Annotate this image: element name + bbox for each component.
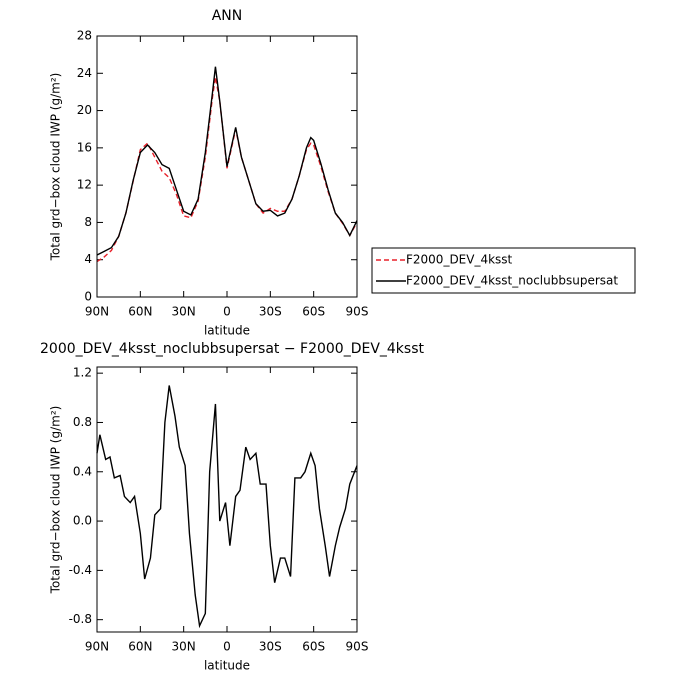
legend-box [371, 247, 636, 294]
x-tick-label: 90S [346, 640, 369, 654]
y-tick-label: -0.8 [69, 612, 92, 626]
legend-label: F2000_DEV_4ksst_noclubbsupersat [406, 274, 618, 288]
x-tick-label: 0 [223, 305, 231, 319]
x-tick-label: 90S [346, 305, 369, 319]
y-axis-label: Total grd−box cloud IWP (g/m²) [49, 73, 63, 262]
x-axis-label: latitude [204, 324, 250, 338]
plot-frame [96, 366, 358, 633]
x-tick-label: 90N [85, 640, 109, 654]
legend-label: F2000_DEV_4ksst [406, 253, 513, 267]
data-line [96, 385, 358, 629]
chart-title: 2000_DEV_4ksst_noclubbsupersat − F2000_D… [40, 341, 424, 357]
y-tick-label: 0.8 [73, 415, 92, 429]
y-tick-label: 20 [77, 103, 92, 117]
x-tick-label: 90N [85, 305, 109, 319]
chart-title: ANN [212, 8, 243, 24]
x-tick-label: 60N [128, 305, 152, 319]
x-tick-label: 60N [128, 640, 152, 654]
plot-frame [96, 35, 358, 298]
y-tick-label: -0.4 [69, 563, 92, 577]
data-line [96, 76, 358, 263]
y-tick-label: 28 [77, 29, 92, 43]
y-tick-label: 16 [77, 140, 92, 154]
y-tick-label: 0.0 [73, 514, 92, 528]
y-tick-label: 8 [84, 215, 92, 229]
x-tick-label: 30N [172, 305, 196, 319]
x-tick-label: 60S [302, 640, 325, 654]
x-tick-label: 0 [223, 640, 231, 654]
x-tick-label: 30S [259, 640, 282, 654]
x-tick-label: 60S [302, 305, 325, 319]
x-tick-label: 30N [172, 640, 196, 654]
y-tick-label: 4 [84, 252, 92, 266]
y-tick-label: 1.2 [73, 366, 92, 380]
y-tick-label: 12 [77, 178, 92, 192]
data-line [96, 66, 358, 256]
y-axis-label: Total grd−box cloud IWP (g/m²) [49, 406, 63, 595]
y-tick-label: 24 [77, 66, 92, 80]
x-axis-label: latitude [204, 659, 250, 673]
x-tick-label: 30S [259, 305, 282, 319]
y-tick-label: 0 [84, 290, 92, 304]
y-tick-label: 0.4 [73, 464, 92, 478]
